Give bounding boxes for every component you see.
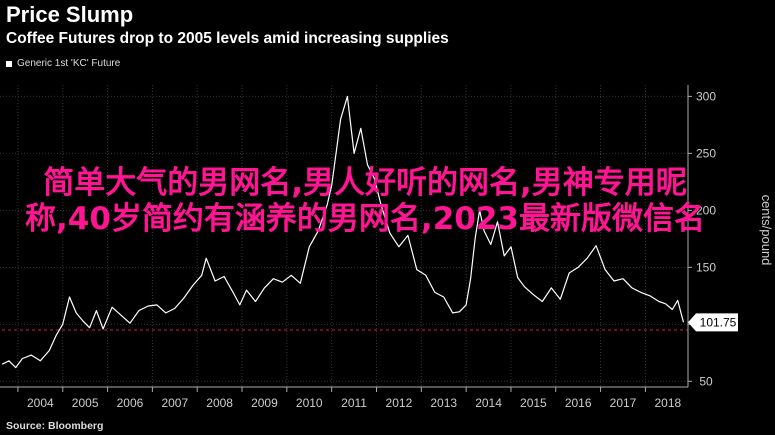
x-tick-label: 2004	[27, 396, 54, 410]
x-tick-label: 2007	[161, 396, 188, 410]
chart-grid	[0, 85, 688, 387]
chart-subtitle: Coffee Futures drop to 2005 levels amid …	[6, 30, 449, 47]
last-value-box	[688, 313, 738, 332]
x-tick-label: 2008	[206, 396, 233, 410]
y-tick-label: 300	[696, 89, 716, 103]
x-tick-label: 2009	[251, 396, 278, 410]
x-tick-label: 2017	[610, 396, 637, 410]
legend-swatch	[6, 60, 12, 67]
overlay-watermark-text: 简单大气的男网名,男人好听的网名,男神专用昵称,40岁简约有涵养的男网名,202…	[25, 165, 705, 237]
y-tick-label: 200	[696, 203, 716, 217]
x-tick-label: 2011	[341, 396, 367, 410]
y-tick-label: 50	[699, 374, 713, 388]
x-tick-label: 2018	[654, 396, 681, 410]
x-tick-label: 2016	[565, 396, 592, 410]
source-note: Source: Bloomberg	[6, 420, 104, 432]
y-axis-label: cents/pound	[759, 195, 774, 266]
y-tick-label: 250	[696, 146, 716, 160]
series-line	[1, 95, 685, 369]
x-tick-label: 2015	[520, 396, 547, 410]
x-tick-label: 2012	[386, 396, 413, 410]
last-value-marker: 101.75	[688, 313, 738, 332]
series-group	[1, 95, 685, 369]
x-tick-label: 2005	[72, 396, 99, 410]
x-tick-label: 2006	[117, 396, 144, 410]
y-tick-label: 150	[696, 260, 716, 274]
chart-title: Price Slump	[6, 2, 134, 27]
x-tick-label: 2010	[296, 396, 323, 410]
tick-labels: 5010015020025030020042005200620072008200…	[27, 89, 716, 410]
x-tick-label: 2013	[430, 396, 457, 410]
axes-group	[0, 85, 692, 392]
chart-legend: Generic 1st 'KC' Future	[6, 58, 120, 69]
legend-label: Generic 1st 'KC' Future	[17, 58, 121, 69]
x-tick-label: 2014	[475, 396, 502, 410]
last-value-label: 101.75	[700, 315, 737, 329]
